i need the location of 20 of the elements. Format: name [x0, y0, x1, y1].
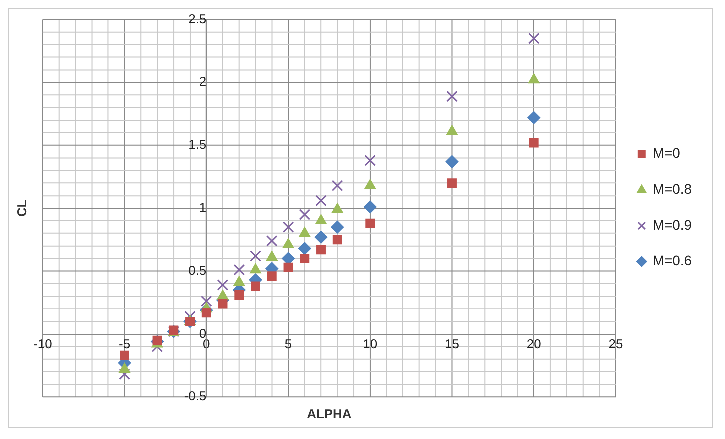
- legend-label: M=0.8: [652, 180, 692, 197]
- x-tick-label: 10: [363, 336, 378, 352]
- legend-label: M=0: [652, 145, 681, 162]
- y-tick-label: -0.5: [184, 388, 207, 404]
- y-tick-label: 0: [199, 326, 207, 341]
- x-tick-label: -5: [119, 336, 131, 352]
- y-tick-label: 0.5: [188, 262, 207, 278]
- x-tick-label: 25: [608, 336, 624, 352]
- legend-label: M=0.6: [652, 252, 692, 269]
- x-tick-label: -10: [34, 336, 52, 352]
- y-tick-label: 1: [199, 200, 207, 216]
- legend-label: M=0.9: [652, 216, 692, 233]
- x-tick-label: 15: [445, 336, 460, 352]
- y-axis-title: CL: [14, 200, 30, 218]
- x-tick-label: 20: [526, 336, 542, 352]
- y-tick-label: 2.5: [188, 11, 207, 26]
- x-tick-label: 5: [284, 336, 292, 352]
- x-axis-title: ALPHA: [307, 406, 352, 422]
- y-tick-label: 2: [199, 74, 207, 90]
- y-tick-label: 1.5: [188, 137, 207, 152]
